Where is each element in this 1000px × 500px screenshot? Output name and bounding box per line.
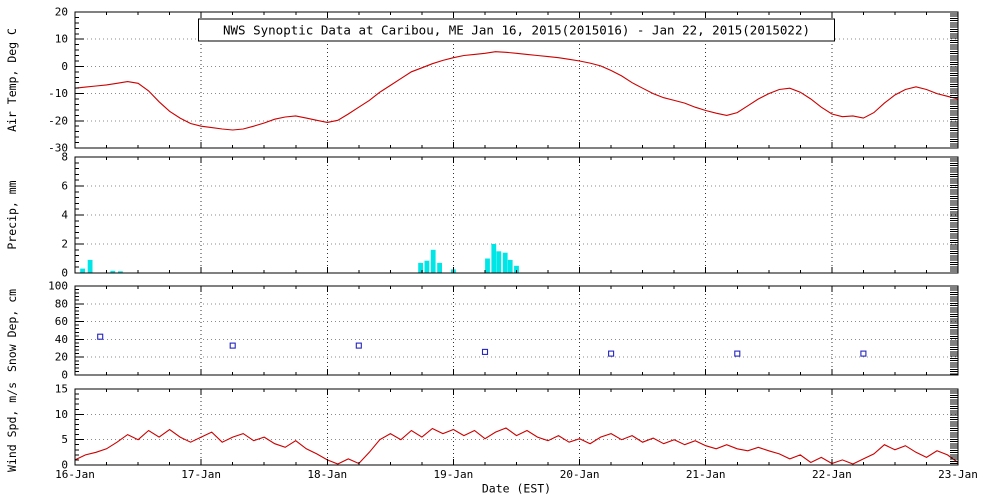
precip-bar (418, 262, 423, 273)
y-tick-label: 8 (61, 151, 68, 164)
snow-depth-marker (608, 350, 615, 357)
precip-bar (80, 268, 85, 273)
precip-axis-title: Precip, mm (5, 180, 19, 249)
snow-depth-marker (734, 350, 741, 357)
x-tick-label: 23-Jan (938, 468, 978, 481)
y-tick-label: 4 (61, 209, 68, 222)
x-axis-title: Date (EST) (482, 482, 551, 496)
chart-title: NWS Synoptic Data at Caribou, ME Jan 16,… (223, 23, 810, 38)
precip-bar (430, 249, 436, 273)
y-tick-label: 20 (55, 6, 68, 19)
y-tick-label: -10 (48, 87, 68, 100)
snow-depth-axis-title: Snow Dep, cm (5, 289, 19, 372)
precip-bar (110, 270, 116, 273)
snow-depth-marker (229, 342, 236, 349)
precip-bar (87, 259, 93, 273)
y-tick-label: 0 (61, 267, 68, 280)
air-temp-series (74, 51, 959, 131)
x-tick-label: 21-Jan (686, 468, 726, 481)
precip-bar (491, 244, 497, 273)
wind-speed-series (74, 427, 959, 465)
air-temp-axis-title: Air Temp, Deg C (5, 28, 19, 132)
y-tick-label: 6 (61, 180, 68, 193)
precip-bar (437, 262, 442, 273)
y-tick-label: 0 (61, 369, 68, 382)
y-tick-label: 60 (55, 315, 68, 328)
precip-bar (424, 260, 430, 273)
snow-depth-marker (481, 348, 489, 355)
y-tick-label: 5 (61, 433, 68, 446)
panel-precip: 0 2 4 6 8 Precip, mm (5, 151, 959, 280)
x-tick-label: 22-Jan (812, 468, 852, 481)
panel-snow-depth: 0 20 40 60 80 100 Snow Dep, cm (5, 280, 959, 382)
precip-bar (118, 271, 123, 273)
precip-bar (507, 259, 513, 273)
x-tick-label: 19-Jan (434, 468, 474, 481)
y-tick-label: -30 (48, 142, 68, 155)
precip-bar (496, 251, 502, 274)
x-tick-label: 17-Jan (181, 468, 221, 481)
y-tick-label: 10 (55, 33, 68, 46)
y-tick-label: 100 (48, 280, 68, 293)
y-tick-label: 0 (61, 459, 68, 472)
title-box (198, 18, 835, 42)
snow-depth-marker (860, 350, 867, 357)
panel-air-temp: -30 -20 -10 0 10 20 Air Temp, Deg C (5, 6, 959, 155)
snow-depth-marker (97, 333, 104, 340)
x-tick-label: 16-Jan (55, 468, 95, 481)
y-tick-label: 80 (55, 297, 68, 310)
y-tick-label: 20 (55, 351, 68, 364)
x-tick-label: 20-Jan (560, 468, 600, 481)
precip-bar (485, 258, 490, 273)
snow-depth-marker (355, 342, 362, 349)
x-tick-label: 18-Jan (307, 468, 347, 481)
panel-wind-speed: 0 5 10 15 Wind Spd, m/s (5, 382, 959, 472)
y-tick-label: 15 (55, 383, 68, 396)
wind-speed-axis-title: Wind Spd, m/s (5, 382, 19, 472)
precip-bar (514, 265, 519, 274)
y-tick-label: 2 (61, 238, 68, 251)
y-tick-label: 0 (61, 60, 68, 73)
precip-bar (502, 252, 508, 273)
y-tick-label: -20 (48, 114, 68, 127)
y-tick-label: 10 (55, 408, 68, 421)
y-tick-label: 40 (55, 333, 68, 346)
